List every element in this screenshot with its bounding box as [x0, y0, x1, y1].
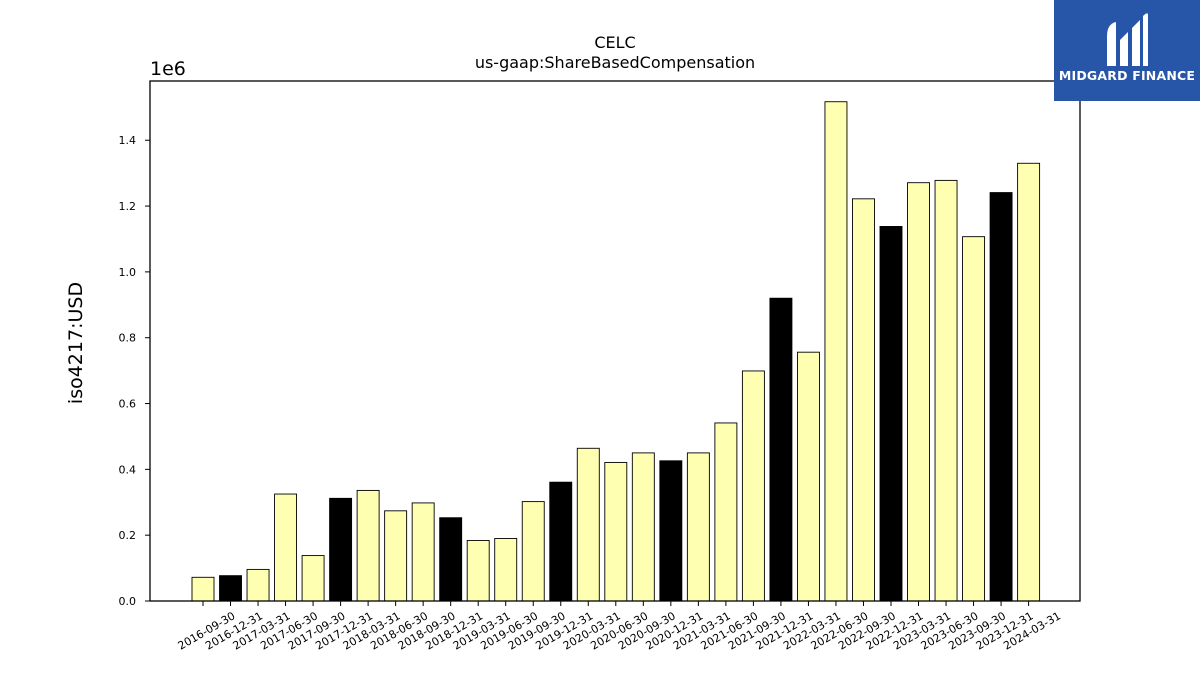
bar-2023-06-30 [934, 179, 958, 602]
bar-2019-09-30 [521, 501, 545, 602]
company-logo: MIDGARD FINANCE [1054, 0, 1200, 101]
y-tick-label: 0.0 [119, 595, 137, 608]
bar-2023-12-31 [989, 192, 1013, 602]
bars-group [191, 101, 1041, 602]
chart-title: CELC [594, 33, 635, 52]
y-tick-label: 0.2 [119, 529, 137, 542]
bar-2024-03-31 [1017, 162, 1041, 602]
plot-frame [149, 80, 1081, 602]
bar-2023-03-31 [907, 182, 930, 602]
bar-2018-06-30 [384, 510, 408, 602]
bar-2022-09-30 [852, 198, 875, 602]
bar-2020-09-30 [631, 452, 655, 602]
y-axis-ticks: 0.0 0.2 0.4 0.6 0.8 1.0 1.2 1.4 [119, 134, 150, 608]
y-axis-label: iso4217:USD [65, 282, 87, 404]
bar-2022-03-31 [796, 351, 820, 602]
bar-2019-06-30 [494, 538, 518, 602]
bar-2021-09-30 [741, 370, 765, 602]
bar-2020-12-31 [659, 460, 683, 602]
y-tick-label: 0.4 [119, 463, 137, 476]
y-tick-label: 1.2 [119, 200, 137, 213]
bar-2022-12-31 [879, 226, 903, 602]
bar-2019-12-31 [549, 481, 573, 602]
bar-2021-03-31 [686, 452, 710, 602]
bar-2020-03-31 [576, 447, 600, 602]
y-tick-label: 0.6 [119, 398, 137, 411]
logo-text: MIDGARD FINANCE [1058, 68, 1196, 83]
bar-2018-12-31 [439, 517, 463, 602]
bar-2021-12-31 [769, 297, 793, 602]
y-tick-label: 1.0 [119, 266, 137, 279]
bar-2017-03-31 [246, 568, 270, 602]
bar-2018-03-31 [356, 489, 380, 602]
chart-subtitle: us-gaap:ShareBasedCompensation [475, 53, 755, 72]
bar-2020-06-30 [604, 461, 628, 602]
bar-2018-09-30 [411, 502, 435, 602]
bar-2017-12-31 [329, 497, 353, 602]
y-tick-label: 1.4 [119, 134, 137, 147]
x-axis-ticks: 2016-09-302016-12-312017-03-312017-06-30… [176, 601, 1063, 653]
bar-2016-09-30 [191, 576, 215, 602]
bar-2017-09-30 [301, 555, 325, 602]
bar-2021-06-30 [714, 422, 738, 602]
bar-2023-09-30 [962, 236, 986, 602]
y-tick-label: 0.8 [119, 332, 137, 345]
bar-2022-06-30 [824, 101, 848, 602]
y-offset-text: 1e6 [150, 58, 186, 80]
bar-2019-03-31 [466, 539, 490, 602]
midgard-logo-icon [1107, 13, 1148, 67]
bar-2016-12-31 [219, 575, 242, 602]
bar-2017-06-30 [274, 493, 298, 602]
